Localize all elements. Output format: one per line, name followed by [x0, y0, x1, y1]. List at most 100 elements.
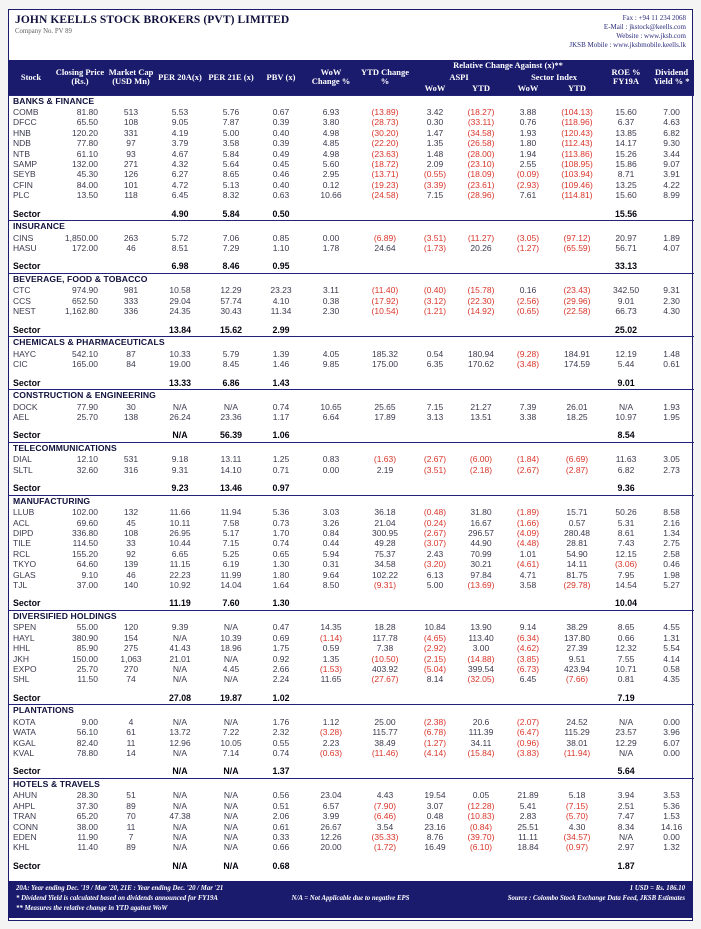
cell: 11.66: [169, 507, 191, 518]
stock-ticker: DFCC: [13, 117, 37, 128]
cell: 3.53: [663, 790, 680, 801]
cell: 6.65: [171, 548, 189, 559]
cell: 9.14: [519, 622, 537, 633]
sector-value: [649, 482, 694, 495]
cell: 300.95: [372, 527, 398, 538]
cell: 1.75: [272, 643, 290, 654]
cell: 7: [128, 832, 134, 843]
cell: 132: [123, 507, 139, 518]
cell: 23.16: [424, 821, 446, 832]
stock-ticker: HAYL: [13, 632, 35, 643]
cell: (11.27): [467, 232, 495, 243]
cell: 0.56: [272, 790, 290, 801]
cell: 11.90: [77, 832, 98, 843]
cell: 14.54: [615, 579, 637, 590]
cell: 5.72: [171, 232, 189, 243]
sector-value: [305, 692, 357, 705]
sector-value: [357, 377, 413, 390]
cell: 8.65: [222, 169, 240, 180]
cell: 4.43: [376, 790, 394, 801]
cell: (3.39): [423, 179, 447, 190]
cell: 84: [126, 359, 136, 370]
sector-value: [649, 260, 694, 273]
cell: (3.06): [614, 559, 638, 570]
cell: 1.34: [663, 527, 680, 538]
cell: 17.89: [374, 411, 396, 422]
cell: 5.18: [568, 790, 586, 801]
sector-value: [53, 597, 107, 610]
cell: 275: [123, 643, 139, 654]
footer-line-2: * Dividend Yield is calculated based on …: [16, 894, 685, 904]
cell: 423.94: [564, 664, 591, 674]
cell: 172.00: [72, 243, 98, 254]
sector-value: 0.68: [272, 860, 290, 871]
cell: 8.45: [222, 359, 240, 370]
cell: (3.12): [423, 295, 447, 306]
sector-value: [107, 692, 155, 705]
cell: (0.48): [423, 507, 447, 518]
cell: 1.78: [322, 243, 340, 254]
cell: (13.89): [371, 107, 399, 117]
cell: 4.07: [663, 243, 680, 254]
cell: 336.80: [72, 527, 98, 538]
sector-value: [53, 765, 107, 778]
stock-ticker: KHL: [13, 842, 30, 853]
cell: 14: [126, 748, 136, 759]
stock-ticker: HAYC: [13, 348, 36, 359]
cell: 5.41: [519, 800, 537, 811]
stock-ticker: TILE: [13, 538, 31, 549]
usd-rate: 1 USD = Rs. 186.10: [629, 885, 685, 892]
sector-value: 5.64: [617, 766, 635, 777]
cell: (3.51): [423, 232, 447, 243]
cell: (2.93): [516, 179, 540, 190]
cell: 15.26: [615, 148, 637, 159]
cell: (2.15): [423, 653, 447, 664]
sector-value: [107, 377, 155, 390]
cell: 24.52: [566, 716, 588, 727]
col-sector-wow: WoW: [505, 83, 551, 95]
cell: N/A: [223, 622, 239, 633]
cell: 20.00: [320, 842, 342, 853]
cell: 120: [123, 622, 139, 633]
cell: (29.78): [563, 579, 591, 590]
cell: 38.29: [566, 622, 588, 633]
cell: 0.00: [663, 748, 680, 759]
cell: 10.11: [169, 517, 191, 528]
cell: (1.72): [373, 842, 397, 853]
sector-value: 13.46: [219, 483, 242, 494]
cell: 1.64: [272, 579, 290, 590]
cell: 3.42: [426, 107, 444, 117]
sector-value: 0.50: [272, 208, 290, 219]
cell: 2.06: [272, 811, 290, 822]
sector-value: [357, 429, 413, 442]
section-row: BANKS & FINANCE: [9, 94, 695, 107]
footnote-dividend: * Dividend Yield is calculated based on …: [16, 895, 218, 902]
cell: (6.78): [423, 727, 447, 738]
footer-bar: 20A: Year ending Dec. '19 / Mar '20, 21E…: [9, 881, 692, 918]
cell: 0.83: [322, 454, 340, 465]
section-header: DIVERSIFIED HOLDINGS: [9, 609, 695, 623]
sector-summary-row: Sector 13.84 15.62 2.99 25.02: [9, 324, 694, 337]
cell: (65.59): [563, 243, 591, 254]
col-per-21e: PER 21E (x): [205, 60, 257, 95]
cell: 7.95: [617, 569, 635, 580]
sector-value: 1.43: [272, 377, 290, 388]
cell: 114.50: [72, 538, 98, 549]
cell: 30.21: [470, 559, 492, 570]
cell: 27.39: [566, 643, 588, 654]
sector-label: Sector: [13, 598, 41, 609]
stock-ticker: AEL: [13, 411, 30, 422]
sector-value: [505, 482, 551, 495]
table-row: COMB 81.80 513 5.53 5.76 0.67 6.93 (13.89) 3.42 (…: [9, 107, 694, 117]
sector-summary-row: Sector 27.08 19.87 1.02 7.19: [9, 692, 694, 705]
col-sector-ytd: YTD: [551, 83, 604, 95]
col-dividend-yield: Dividend Yield % *: [649, 60, 695, 95]
cell: 12.29: [220, 285, 242, 296]
sector-value: [413, 860, 457, 873]
cell: (23.10): [467, 159, 495, 170]
cell: 3.07: [426, 800, 444, 811]
section-header: MANUFACTURING: [9, 494, 695, 508]
stock-ticker: NEST: [13, 306, 36, 317]
sector-value: 9.36: [617, 483, 635, 494]
source-note: Source : Colombo Stock Exchange Data Fee…: [507, 895, 685, 902]
